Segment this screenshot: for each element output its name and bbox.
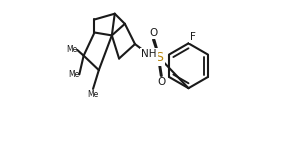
- Text: F: F: [190, 32, 196, 42]
- Text: O: O: [149, 28, 157, 38]
- Text: Me: Me: [66, 45, 77, 54]
- Text: Me: Me: [68, 70, 79, 79]
- Text: O: O: [157, 77, 166, 87]
- Text: S: S: [155, 51, 163, 64]
- Text: Me: Me: [87, 90, 99, 99]
- Text: NH: NH: [141, 49, 157, 59]
